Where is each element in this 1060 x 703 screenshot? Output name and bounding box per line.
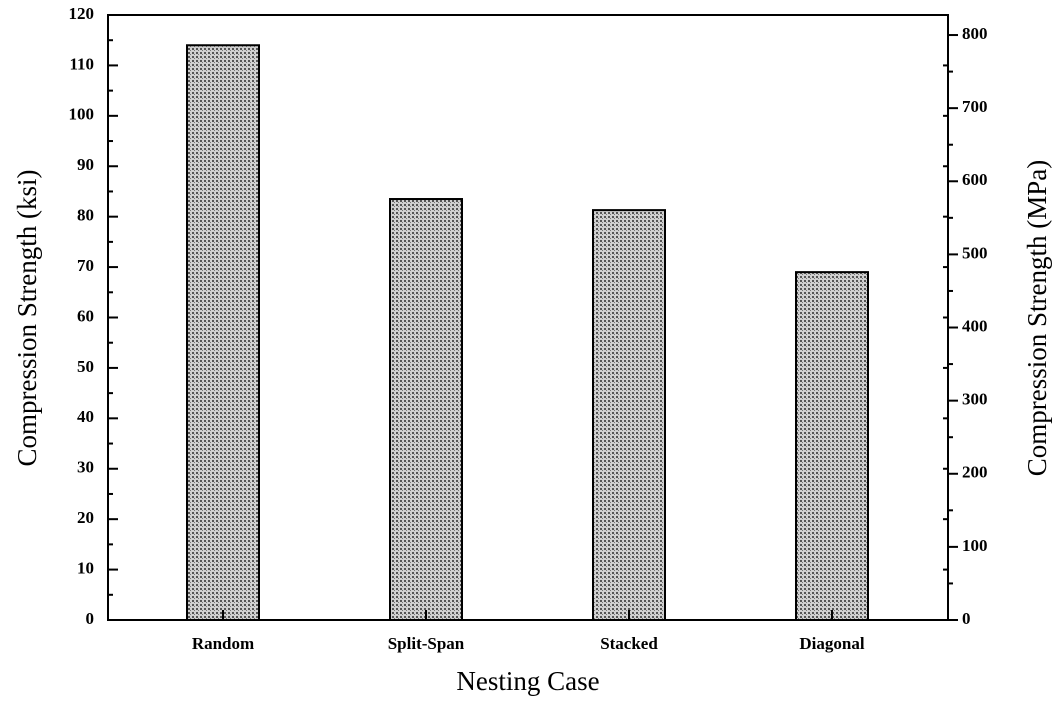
y2-tick-label: 800 (962, 24, 988, 43)
y2-tick-label: 700 (962, 97, 988, 116)
y2-tick-label: 100 (962, 536, 988, 555)
y-tick-label: 10 (77, 558, 94, 577)
y2-axis-title: Compression Strength (MPa) (1022, 160, 1052, 477)
x-tick-label: Split-Span (388, 634, 465, 653)
bar (592, 209, 666, 622)
y-tick-label: 110 (69, 54, 94, 73)
y-tick-label: 100 (69, 105, 95, 124)
y-tick-label: 50 (77, 357, 94, 376)
y-tick-label: 120 (69, 4, 95, 23)
y-tick-label: 90 (77, 155, 94, 174)
y-axis-title: Compression Strength (ksi) (12, 170, 42, 467)
y-tick-label: 70 (77, 256, 94, 275)
y2-tick-label: 200 (962, 463, 988, 482)
y2-tick-label: 500 (962, 243, 988, 262)
y-tick-label: 80 (77, 206, 94, 225)
y-tick-label: 40 (77, 407, 94, 426)
y-tick-label: 30 (77, 458, 94, 477)
x-tick-label: Stacked (600, 634, 658, 653)
bar (795, 271, 869, 621)
y2-tick-label: 300 (962, 390, 988, 409)
y-tick-label: 0 (86, 609, 95, 628)
y2-tick-label: 600 (962, 170, 988, 189)
x-tick-label: Random (192, 634, 254, 653)
x-axis-title: Nesting Case (456, 666, 599, 696)
y2-tick-label: 0 (962, 609, 971, 628)
y-tick-label: 20 (77, 508, 94, 527)
y-tick-label: 60 (77, 306, 94, 325)
y2-tick-label: 400 (962, 316, 988, 335)
bar (389, 198, 463, 621)
x-tick-label: Diagonal (799, 634, 864, 653)
bar (186, 44, 260, 621)
